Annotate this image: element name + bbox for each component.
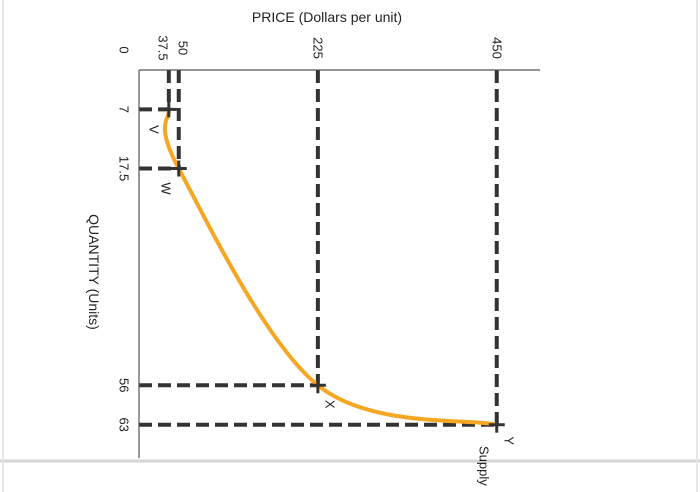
quantity-tick-label: 63 — [117, 417, 132, 431]
quantity-tick-label: 17.5 — [117, 156, 132, 181]
quantity-tick-label: 7 — [117, 106, 132, 113]
point-markers — [160, 101, 505, 433]
quantity-tick-label: 0 — [117, 46, 132, 53]
chart-labels: 37.5 50 225 450 0 7 17.5 56 63 PRICE (Dollars per… — [86, 9, 516, 486]
price-tick-label: 37.5 — [155, 35, 170, 60]
point-marker-y — [488, 416, 505, 433]
series-label-supply: Supply — [477, 446, 492, 486]
guide-lines — [139, 70, 499, 427]
point-label-w: W — [158, 182, 173, 195]
price-tick-label: 450 — [489, 37, 504, 59]
quantity-axis-title: QUANTITY (Units) — [86, 214, 102, 330]
point-label-y: Y — [501, 436, 516, 445]
point-label-v: V — [146, 125, 161, 134]
axes — [138, 69, 540, 458]
point-marker-x — [309, 377, 326, 394]
point-label-x: X — [322, 400, 337, 409]
quantity-tick-label: 56 — [117, 378, 132, 392]
supply-curve — [162, 107, 499, 427]
supply-curve-layer — [162, 107, 499, 427]
price-tick-label: 50 — [175, 41, 190, 55]
price-axis-title: PRICE (Dollars per unit) — [252, 9, 402, 25]
point-marker-v — [160, 101, 177, 118]
price-tick-label: 225 — [310, 37, 325, 59]
point-marker-w — [170, 160, 187, 177]
